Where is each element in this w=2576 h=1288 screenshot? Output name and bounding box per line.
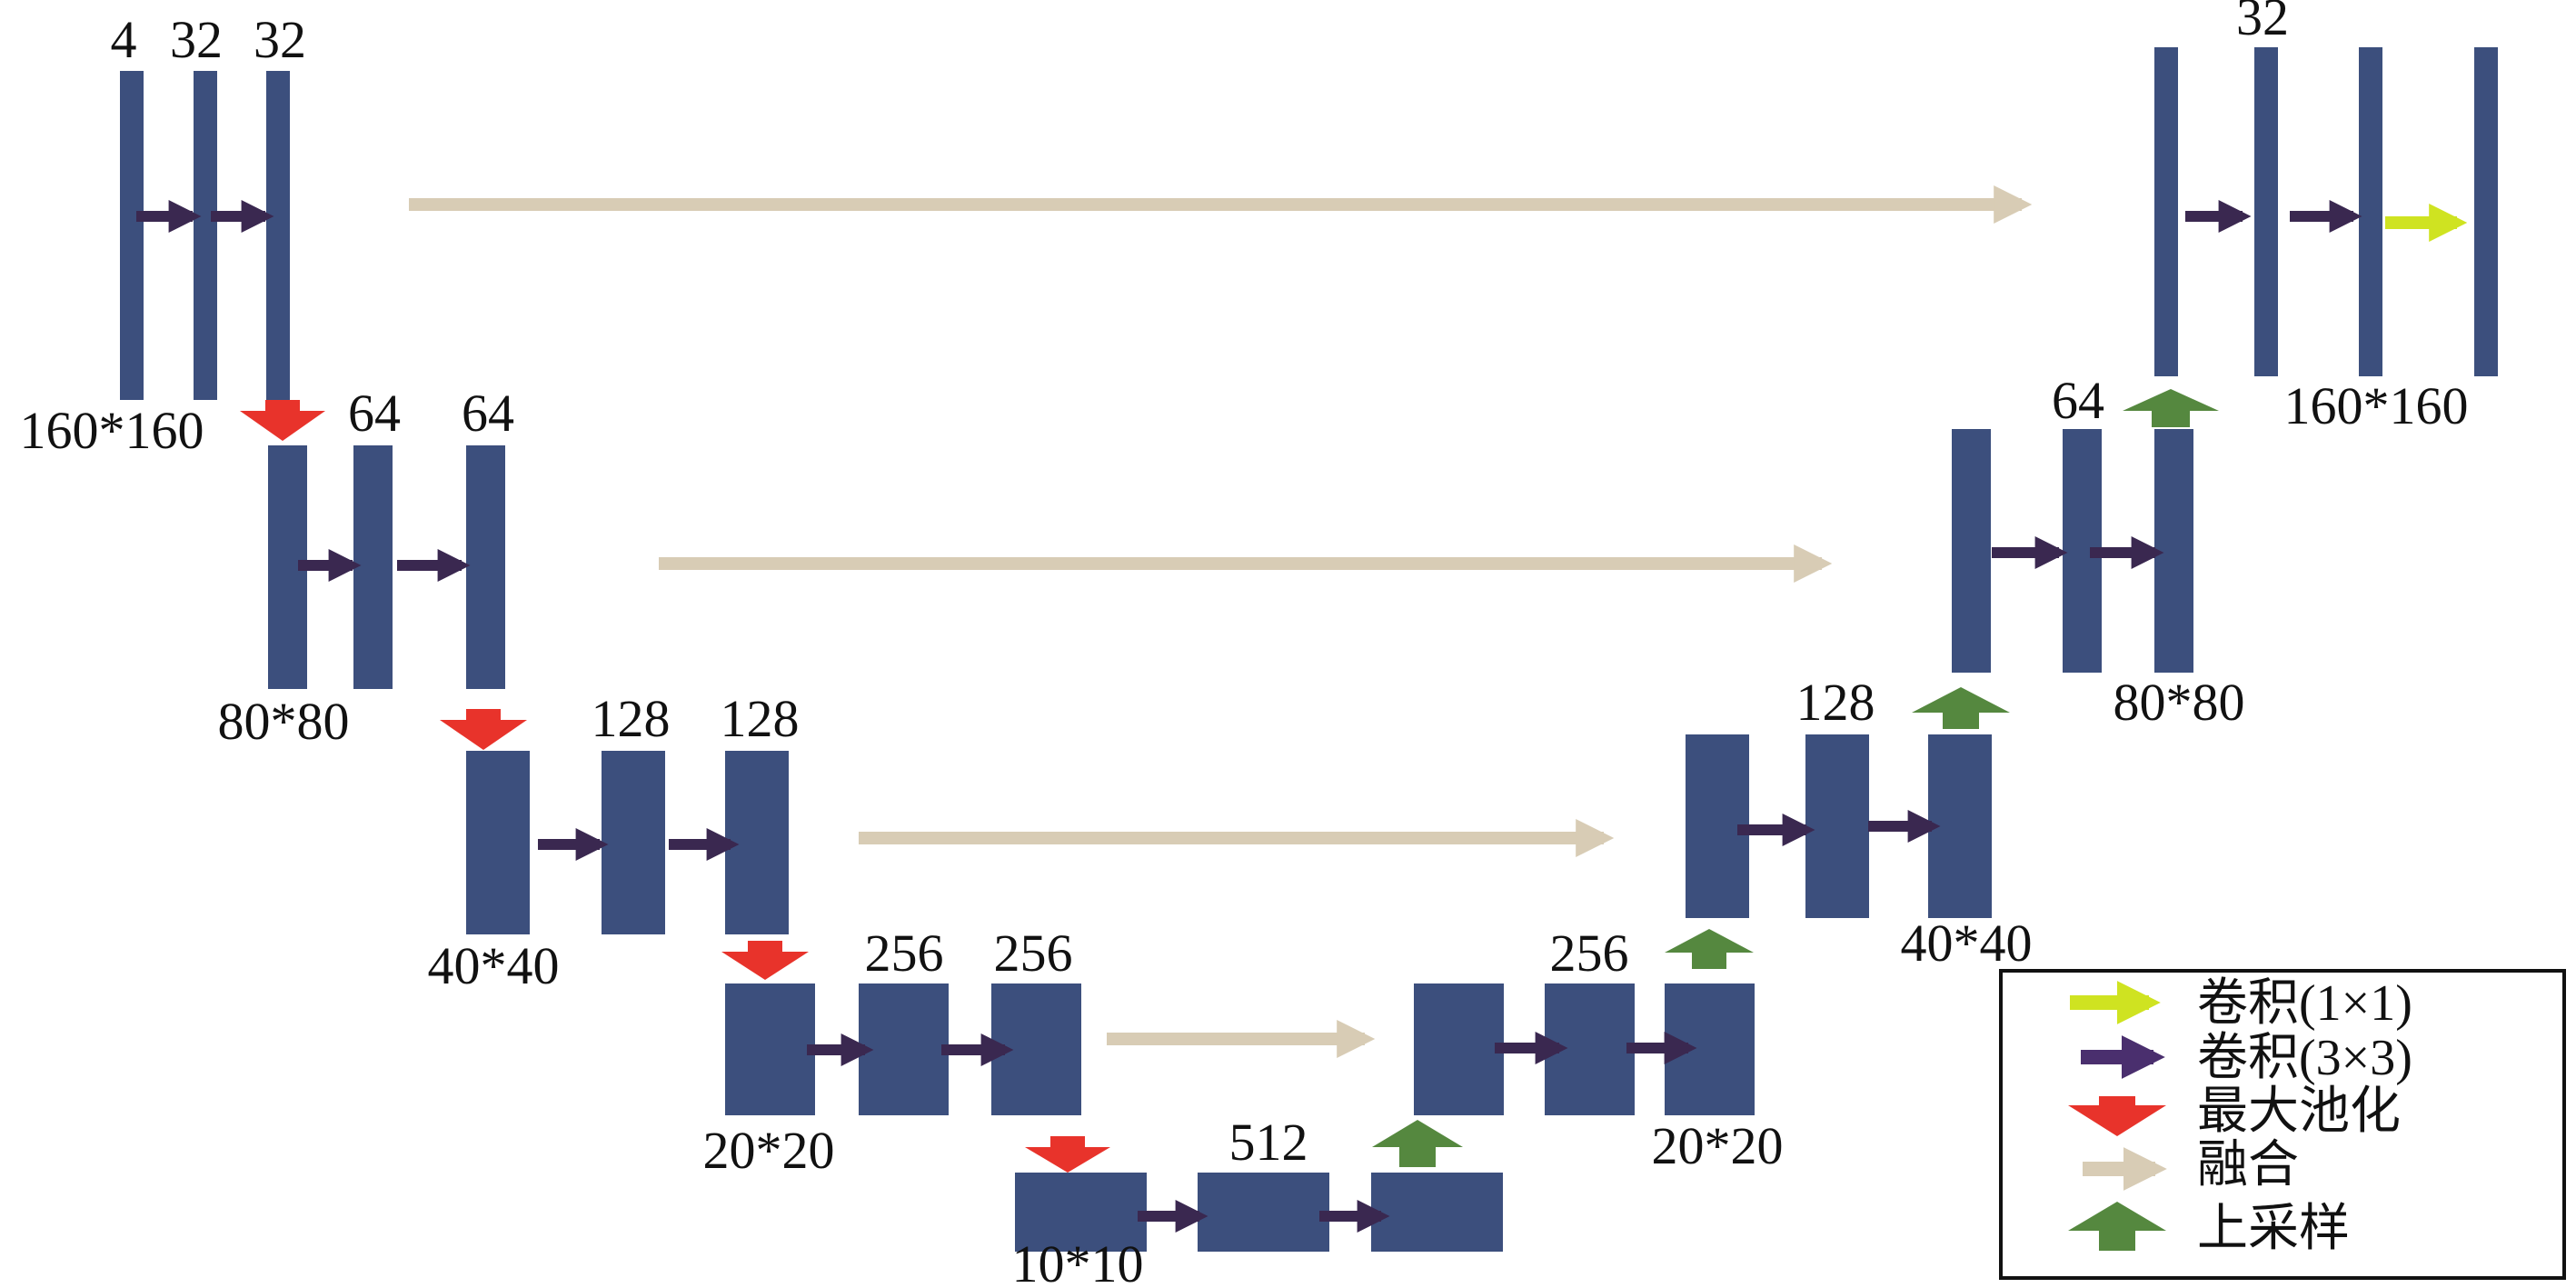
feature-map-block bbox=[1805, 734, 1869, 918]
bottleneck: 512 10*10 bbox=[1012, 1113, 1503, 1288]
legend-item-maxpool: 最大池化 bbox=[2068, 1083, 2401, 1140]
feature-map-block bbox=[2254, 47, 2278, 376]
feature-map-block bbox=[1414, 983, 1504, 1115]
resolution-label: 40*40 bbox=[428, 936, 560, 995]
maxpool-arrow-icon bbox=[440, 709, 527, 750]
resolution-label: 160*160 bbox=[2284, 376, 2469, 435]
feature-map-block bbox=[353, 445, 393, 689]
channel-label: 32 bbox=[254, 10, 306, 69]
resolution-label: 160*160 bbox=[20, 401, 204, 460]
resolution-label: 80*80 bbox=[2114, 673, 2245, 732]
channel-label: 4 bbox=[111, 10, 137, 69]
legend-item-fusion: 融合 bbox=[2083, 1137, 2299, 1193]
legend-label: 卷积(1×1) bbox=[2197, 975, 2412, 1032]
upsample-arrow-icon bbox=[2123, 389, 2219, 427]
channel-label: 64 bbox=[348, 384, 401, 443]
decoder-level-3: 128 40*40 bbox=[1686, 673, 2033, 973]
decoder-level-1: 32 160*160 bbox=[2154, 0, 2498, 435]
resolution-label: 40*40 bbox=[1901, 914, 2033, 973]
legend-label: 上采样 bbox=[2197, 1201, 2350, 1257]
resolution-label: 80*80 bbox=[218, 692, 350, 751]
channel-label: 128 bbox=[721, 689, 800, 748]
feature-map-block bbox=[2154, 429, 2193, 673]
legend-item-conv3x3: 卷积(3×3) bbox=[2081, 1030, 2412, 1086]
feature-map-block bbox=[1015, 1173, 1147, 1252]
feature-map-block bbox=[2474, 47, 2498, 376]
feature-map-block bbox=[194, 71, 217, 400]
feature-map-block bbox=[466, 751, 530, 934]
resolution-label: 10*10 bbox=[1012, 1234, 1144, 1288]
feature-map-block bbox=[266, 71, 290, 400]
legend-item-upsample: 上采样 bbox=[2068, 1201, 2350, 1257]
upsample-arrow-icon bbox=[1372, 1120, 1463, 1167]
resolution-label: 20*20 bbox=[1652, 1116, 1784, 1175]
channel-label: 256 bbox=[1550, 924, 1629, 983]
upsample-arrow-icon bbox=[1665, 929, 1754, 969]
channel-label: 128 bbox=[1796, 673, 1875, 732]
channel-label: 512 bbox=[1229, 1113, 1308, 1172]
feature-map-block bbox=[466, 445, 505, 689]
feature-map-block bbox=[1371, 1173, 1503, 1252]
feature-map-block bbox=[725, 751, 789, 934]
green-up-arrow-icon bbox=[2068, 1202, 2166, 1251]
legend: 卷积(1×1) 卷积(3×3) 最大池化 融合 上采样 bbox=[1999, 969, 2566, 1280]
encoder-level-3: 128 128 40*40 bbox=[428, 689, 800, 995]
legend-label: 融合 bbox=[2197, 1137, 2299, 1193]
maxpool-arrow-icon bbox=[721, 941, 809, 980]
legend-item-conv1x1: 卷积(1×1) bbox=[2070, 975, 2412, 1032]
encoder-level-1: 4 32 32 160*160 bbox=[20, 10, 307, 460]
channel-label: 32 bbox=[170, 10, 223, 69]
channel-label: 256 bbox=[865, 924, 944, 983]
channel-label: 256 bbox=[994, 924, 1073, 983]
resolution-label: 20*20 bbox=[703, 1121, 835, 1180]
legend-label: 最大池化 bbox=[2197, 1083, 2401, 1140]
upsample-arrow-icon bbox=[1912, 687, 2010, 729]
channel-label: 128 bbox=[592, 689, 671, 748]
decoder-level-4: 256 20*20 bbox=[1414, 924, 1784, 1175]
channel-label: 64 bbox=[2052, 371, 2104, 430]
maxpool-arrow-icon bbox=[240, 400, 325, 441]
maxpool-arrow-icon bbox=[1025, 1136, 1110, 1173]
feature-map-block bbox=[1952, 429, 1991, 673]
feature-map-block bbox=[725, 983, 815, 1115]
feature-map-block bbox=[120, 71, 144, 400]
feature-map-block bbox=[859, 983, 949, 1115]
decoder-level-2: 64 80*80 bbox=[1952, 371, 2245, 732]
channel-label: 64 bbox=[462, 384, 514, 443]
encoder-level-2: 64 64 80*80 bbox=[218, 384, 515, 751]
encoder-level-4: 256 256 20*20 bbox=[703, 924, 1081, 1180]
channel-label: 32 bbox=[2236, 0, 2289, 46]
legend-label: 卷积(3×3) bbox=[2197, 1030, 2412, 1086]
feature-map-block bbox=[2154, 47, 2178, 376]
feature-map-block bbox=[1928, 734, 1992, 918]
feature-map-block bbox=[602, 751, 665, 934]
feature-map-block bbox=[2359, 47, 2382, 376]
feature-map-block bbox=[1198, 1173, 1329, 1252]
red-down-arrow-icon bbox=[2068, 1096, 2166, 1136]
